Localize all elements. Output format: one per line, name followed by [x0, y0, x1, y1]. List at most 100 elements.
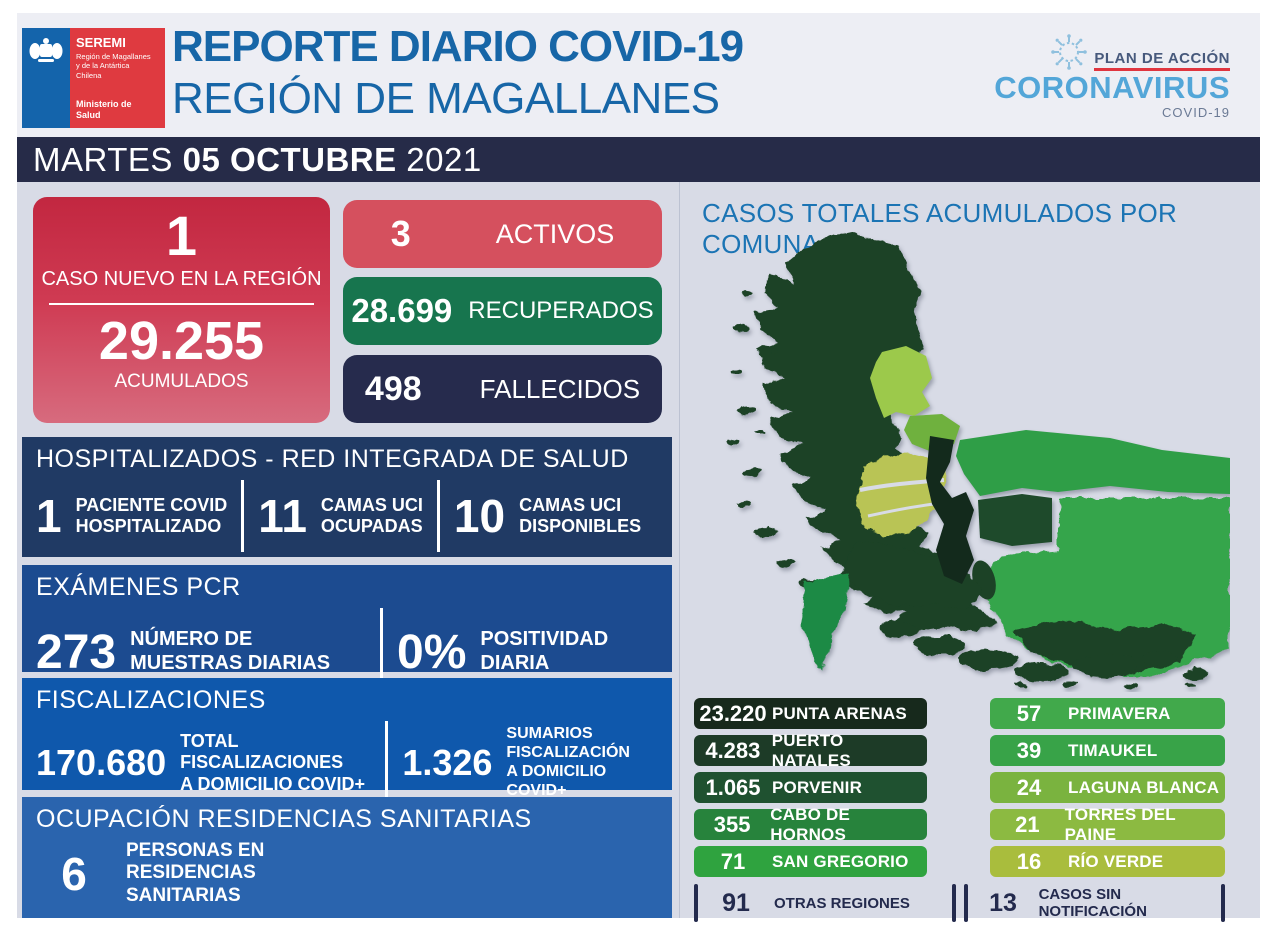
- comuna-value: 24: [1016, 774, 1042, 800]
- comuna-value: 13: [989, 888, 1017, 917]
- report-title: REPORTE DIARIO COVID-19: [172, 22, 744, 71]
- map-region-antartica: [802, 572, 850, 672]
- comuna-label: PUERTO NATALES: [771, 730, 851, 770]
- comuna-value: 39: [1016, 737, 1042, 763]
- examenes-title: EXÁMENES PCR: [36, 573, 241, 601]
- coronavirus-logo: PLAN DE ACCIÓN CORONAVIRUS COVID-19: [994, 33, 1230, 120]
- activos-value: 3: [390, 213, 411, 254]
- hosp-stat-uci-disponibles: 10 CAMAS UCI DISPONIBLES: [454, 489, 641, 543]
- comuna-row-primavera: 57 PRIMAVERA: [990, 698, 1225, 729]
- stat-value: 6: [61, 847, 87, 900]
- comuna-label: PRIMAVERA: [1068, 703, 1171, 723]
- stat-label: CAMAS UCI DISPONIBLES: [519, 494, 642, 536]
- stat-value: 0%: [397, 625, 467, 679]
- comuna-value: 57: [1016, 700, 1042, 726]
- report-page: SEREMI Región de Magallanes y de la Antá…: [17, 13, 1261, 922]
- map-region-torres-del-paine: [870, 346, 932, 418]
- comuna-label: RÍO VERDE: [1068, 851, 1164, 871]
- date-day: MARTES: [33, 140, 183, 178]
- fiscalizaciones-title: FISCALIZACIONES: [36, 686, 266, 714]
- map-region-puerto-natales: [754, 232, 996, 632]
- comuna-label: CASOS SIN NOTIFICACIÓN: [1038, 886, 1147, 920]
- comuna-label: LAGUNA BLANCA: [1068, 777, 1220, 797]
- map-region-dark-strip: [978, 494, 1052, 546]
- comuna-row-torres-del-paine: 21 TORRES DEL PAINE: [990, 805, 1225, 844]
- stat-value: 1: [36, 490, 62, 542]
- accumulated-label: ACUMULADOS: [114, 371, 249, 393]
- fisc-stat-total: 170.680 TOTAL FISCALIZACIONES A DOMICILI…: [36, 731, 371, 795]
- comuna-label: PUNTA ARENAS: [772, 703, 907, 723]
- stat-label: PACIENTE COVID HOSPITALIZADO: [75, 494, 228, 536]
- logo-red-block: SEREMI Región de Magallanes y de la Antá…: [70, 28, 165, 128]
- footer-divider: [951, 884, 956, 922]
- comuna-label: TIMAUKEL: [1068, 740, 1158, 760]
- logo-ministerio-text: Ministerio de Salud: [76, 99, 132, 121]
- comuna-value: 355: [713, 811, 751, 837]
- comuna-label: OTRAS REGIONES: [774, 894, 910, 912]
- comuna-row-laguna-blanca: 24 LAGUNA BLANCA: [990, 772, 1225, 803]
- comunas-title: CASOS TOTALES ACUMULADOS POR COMUNA: [702, 198, 1178, 259]
- map-region-san-gregorio: [956, 430, 1230, 496]
- footer-divider: [1221, 884, 1225, 922]
- map-channel-otway: [867, 502, 935, 518]
- logo-region-text: Región de Magallanes y de la Antártica C…: [76, 52, 151, 80]
- stat-value: 1.326: [402, 742, 493, 783]
- comuna-value: 23.220: [699, 700, 767, 726]
- map-region-southwest-peninsulas: [842, 540, 982, 610]
- date-banner: MARTES 05 OCTUBRE 2021: [17, 137, 1260, 182]
- accumulated-value: 29.255: [98, 310, 265, 371]
- stat-divider: [380, 608, 383, 696]
- status-pill-fallecidos: 498 FALLECIDOS: [343, 355, 662, 423]
- virus-icon: [1051, 34, 1088, 70]
- status-pill-activos: 3 ACTIVOS: [343, 200, 662, 268]
- comuna-value: 16: [1016, 848, 1042, 874]
- coronavirus-label: CORONAVIRUS: [994, 70, 1230, 105]
- comuna-value: 91: [722, 888, 750, 917]
- stat-value: 10: [453, 490, 506, 542]
- date-year: 2021: [396, 140, 482, 178]
- logo-seremi-text: SEREMI: [76, 35, 126, 50]
- comunas-footer-row: 91 OTRAS REGIONES 13 CASOS SIN NOTIFICAC…: [694, 884, 1225, 922]
- stat-label: SUMARIOS FISCALIZACIÓN A DOMICILIO COVID…: [506, 725, 630, 799]
- residencias-title: OCUPACIÓN RESIDENCIAS SANITARIAS: [36, 805, 532, 833]
- comuna-row-san-gregorio: 71 SAN GREGORIO: [694, 846, 927, 877]
- stat-label: TOTAL FISCALIZACIONES A DOMICILIO COVID+: [180, 731, 365, 794]
- card-divider: [49, 302, 314, 305]
- covid19-label: COVID-19: [1162, 105, 1230, 121]
- hosp-stat-paciente: 1 PACIENTE COVID HOSPITALIZADO: [36, 489, 227, 543]
- fisc-stat-sumarios: 1.326 SUMARIOS FISCALIZACIÓN A DOMICILIO…: [402, 725, 658, 801]
- new-cases-card: 1 CASO NUEVO EN LA REGIÓN 29.255 ACUMULA…: [33, 197, 330, 423]
- stat-divider: [436, 480, 440, 552]
- fallecidos-value: 498: [364, 369, 422, 408]
- residencias-section: OCUPACIÓN RESIDENCIAS SANITARIAS 6 PERSO…: [22, 797, 672, 918]
- date-date: 05 OCTUBRE: [182, 140, 397, 178]
- comuna-row-timaukel: 39 TIMAUKEL: [990, 735, 1225, 766]
- fiscalizaciones-section: FISCALIZACIONES 170.680 TOTAL FISCALIZAC…: [22, 678, 672, 805]
- stat-divider: [241, 480, 245, 552]
- new-cases-value: 1: [165, 204, 198, 267]
- comuna-label: SAN GREGORIO: [772, 851, 909, 871]
- stat-label: NÚMERO DE MUESTRAS DIARIAS: [130, 628, 331, 674]
- new-cases-label: CASO NUEVO EN LA REGIÓN: [41, 267, 322, 290]
- footer-otras-regiones: 91 OTRAS REGIONES: [698, 889, 952, 918]
- footer-divider: [963, 884, 968, 922]
- stat-value: 273: [36, 625, 117, 679]
- recuperados-value: 28.699: [351, 292, 453, 329]
- logo-blue-stripe: [22, 28, 70, 128]
- seremi-logo: SEREMI Región de Magallanes y de la Antá…: [22, 28, 165, 128]
- exam-stat-muestras: 273 NÚMERO DE MUESTRAS DIARIAS: [36, 625, 366, 680]
- comunas-panel: CASOS TOTALES ACUMULADOS POR COMUNA: [679, 182, 1261, 922]
- map-region-cabo-de-hornos: [880, 622, 1208, 688]
- map-region-rio-verde: [856, 452, 948, 538]
- comuna-row-rio-verde: 16 RÍO VERDE: [990, 846, 1225, 877]
- region-map: [728, 232, 1230, 688]
- stat-value: 11: [258, 490, 307, 542]
- fallecidos-label: FALLECIDOS: [479, 373, 641, 404]
- footer-divider: [694, 884, 698, 922]
- footer-sin-notificacion: 13 CASOS SIN NOTIFICACIÓN: [968, 886, 1222, 920]
- comuna-row-cabo-de-hornos: 355 CABO DE HORNOS: [694, 805, 927, 844]
- comuna-row-puerto-natales: 4.283 PUERTO NATALES: [694, 731, 927, 770]
- map-region-punta-arenas: [926, 436, 974, 584]
- comuna-label: TORRES DEL PAINE: [1064, 804, 1176, 844]
- exam-stat-positividad: 0% POSITIVIDAD DIARIA: [397, 625, 608, 680]
